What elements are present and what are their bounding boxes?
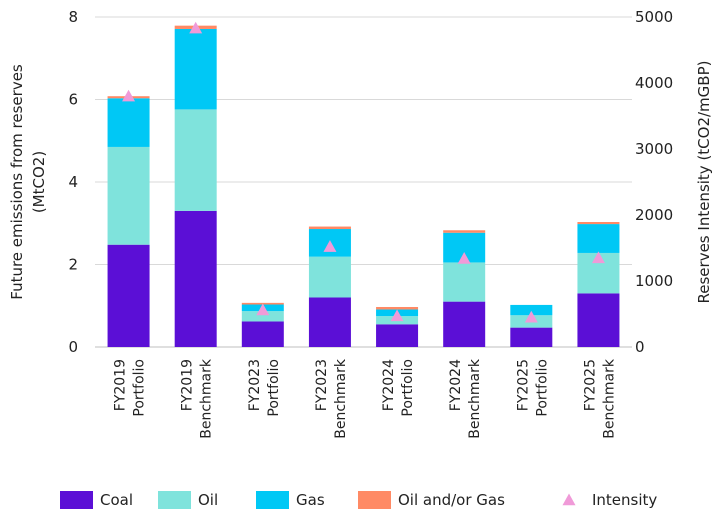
x-tick-label: FY2019 Portfolio [113,359,148,417]
y-tick-label-left: 2 [68,256,78,274]
x-tick-label: FY2024 Portfolio [381,359,416,417]
intensity-marker [122,89,136,102]
x-tick-label-line: FY2024 [448,359,464,411]
bar-coal [577,293,620,347]
x-tick-label-line: FY2019 [180,359,196,411]
bar-oil-and-or-gas [443,230,486,233]
x-tick-label-line: Portfolio [132,359,148,417]
bar-coal [241,321,284,347]
bar-oil [174,109,217,211]
bar-coal [443,301,486,347]
y-tick-label-right: 5000 [635,8,673,26]
x-tick-label-line: Portfolio [534,359,550,417]
y-axis-title-right: Reserves Intensity (tCO2/mGBP) [695,61,713,304]
y-tick-label-right: 0 [635,338,645,356]
bar-gas [577,224,620,253]
x-tick-label-line: Benchmark [333,358,349,439]
bar-oil-and-or-gas [577,222,620,225]
y-tick-label-left: 8 [68,8,78,26]
bar-coal [107,244,150,347]
legend-label-intensity: Intensity [592,491,657,509]
y-tick-label-right: 1000 [635,272,673,290]
bar-gas [107,98,150,147]
x-tick-label: FY2023 Portfolio [247,359,282,417]
intensity-marker [524,310,538,323]
x-tick-label-line: Portfolio [400,359,416,417]
x-tick-label: FY2019 Benchmark [180,358,215,439]
x-tick-label-line: Benchmark [199,358,215,439]
intensity-marker [591,251,605,264]
x-axis: FY2019 Portfolio FY2019 Benchmark FY2023 Port… [113,358,618,439]
bar-oil-and-or-gas [376,306,419,310]
bars [107,25,620,347]
y-tick-label-left: 0 [68,338,78,356]
legend-label-oil-and-or-gas: Oil and/or Gas [398,491,505,509]
legend-label-gas: Gas [296,491,325,509]
x-tick-label-line: Portfolio [266,359,282,417]
legend-label-coal: Coal [100,491,133,509]
y-axis-right: 0 1000 2000 3000 4000 5000 [635,8,673,356]
x-tick-label-line: FY2019 [113,359,129,411]
x-tick-label: FY2025 Benchmark [582,358,617,439]
bar-coal [510,327,553,347]
bar-coal [174,210,217,347]
x-tick-label-line: Benchmark [601,358,617,439]
x-tick-label: FY2025 Portfolio [515,359,550,417]
legend-swatch-oil-and-or-gas [358,491,391,509]
bar-oil [308,256,351,298]
intensity-marker [323,240,337,252]
y-axis-title-left: Future emissions from reserves [8,64,26,300]
x-tick-label-line: FY2023 [247,359,263,411]
bar-oil [443,262,486,302]
y-tick-label-right: 3000 [635,140,673,158]
bar-oil [241,311,284,322]
legend-label-oil: Oil [198,491,218,509]
y-tick-label-left: 4 [68,173,78,191]
y-axis-left: 0 2 4 6 8 [68,8,78,356]
x-tick-label: FY2024 Benchmark [448,358,483,439]
intensity-marker [189,21,203,34]
intensity-marker [390,309,404,322]
intensity-marker [256,303,270,316]
y-tick-label-right: 2000 [635,206,673,224]
x-tick-label-line: FY2025 [582,359,598,411]
x-tick-label-line: FY2023 [314,359,330,411]
x-tick-label: FY2023 Benchmark [314,358,349,439]
x-tick-label-line: FY2025 [515,359,531,411]
legend-swatch-coal [60,491,93,509]
y-axis-title-left-unit: (MtCO2) [30,151,48,213]
bar-oil-and-or-gas [308,226,351,230]
legend-swatch-gas [256,491,289,509]
x-tick-label-line: FY2024 [381,359,397,411]
y-tick-label-left: 6 [68,91,78,109]
y-tick-label-right: 4000 [635,74,673,92]
bar-gas [510,304,553,316]
bar-coal [376,324,419,347]
legend-swatch-oil [158,491,191,509]
bar-coal [308,297,351,347]
bar-oil [107,146,150,245]
bar-gas [174,28,217,110]
intensity-markers [122,21,605,323]
intensity-marker [457,252,471,264]
x-tick-label-line: Benchmark [467,358,483,439]
legend-swatch-intensity [562,493,576,506]
legend: Coal Oil Gas Oil and/or Gas Intensity [60,491,657,509]
